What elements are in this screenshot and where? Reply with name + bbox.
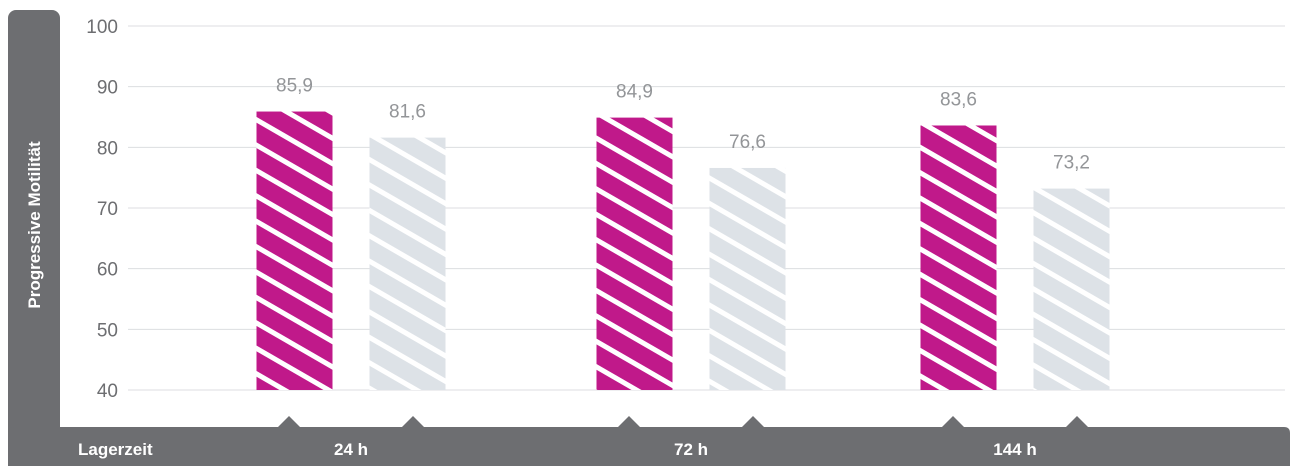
bar xyxy=(1033,188,1110,390)
x-axis-label: Lagerzeit xyxy=(78,440,153,459)
x-tick-labels: 24 h 72 h 144 h xyxy=(334,440,1037,459)
y-tick-label: 60 xyxy=(97,260,118,281)
bar-value-label: 76,6 xyxy=(729,132,766,153)
bar xyxy=(709,167,786,390)
y-tick-label: 70 xyxy=(97,199,118,220)
x-tick-label: 72 h xyxy=(674,440,708,459)
bars xyxy=(256,111,1110,391)
bar xyxy=(256,111,333,390)
y-axis-label: Progressive Motilität xyxy=(25,141,44,309)
bar-value-label: 83,6 xyxy=(940,89,977,110)
bar-value-label: 85,9 xyxy=(276,76,313,97)
x-axis-band xyxy=(8,416,1290,466)
bar xyxy=(596,117,673,391)
y-tick-labels: 40 50 60 70 80 90 100 xyxy=(86,17,118,402)
x-tick-label: 24 h xyxy=(334,440,368,459)
bar-value-label: 84,9 xyxy=(616,82,653,103)
y-tick-label: 50 xyxy=(97,320,118,341)
bar-value-label: 73,2 xyxy=(1053,153,1090,174)
y-tick-label: 40 xyxy=(97,381,118,402)
y-tick-label: 80 xyxy=(97,138,118,159)
value-labels: 85,9 84,9 83,6 81,6 76,6 73,2 xyxy=(276,76,1090,174)
y-tick-label: 90 xyxy=(97,78,118,99)
y-axis-panel xyxy=(8,10,60,440)
bar-value-label: 81,6 xyxy=(389,102,426,123)
y-tick-label: 100 xyxy=(86,17,118,38)
bar xyxy=(369,137,446,390)
x-tick-label: 144 h xyxy=(993,440,1036,459)
bar xyxy=(920,125,997,390)
